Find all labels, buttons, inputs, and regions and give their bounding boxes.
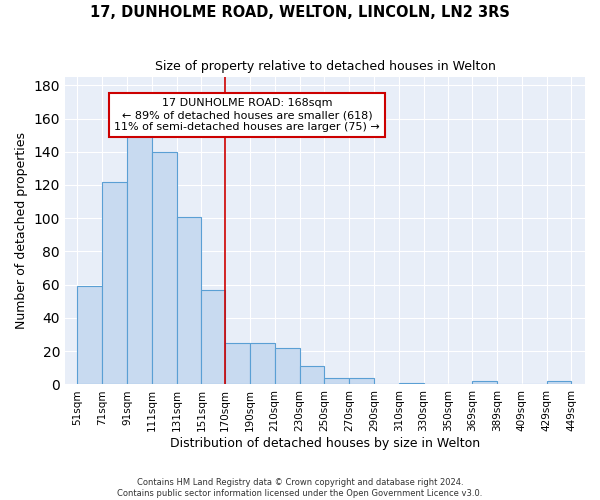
Bar [399,383,424,384]
Bar [250,343,275,384]
Bar [349,378,374,384]
Bar [77,286,102,384]
Bar [202,290,225,384]
Text: 17, DUNHOLME ROAD, WELTON, LINCOLN, LN2 3RS: 17, DUNHOLME ROAD, WELTON, LINCOLN, LN2 … [90,5,510,20]
Y-axis label: Number of detached properties: Number of detached properties [15,132,28,329]
Bar [176,216,202,384]
Text: Contains HM Land Registry data © Crown copyright and database right 2024.
Contai: Contains HM Land Registry data © Crown c… [118,478,482,498]
Bar [152,152,176,384]
Bar [275,348,299,385]
Bar [547,381,571,384]
Bar [127,135,152,384]
Bar [325,378,349,384]
Bar [102,182,127,384]
Bar [472,381,497,384]
Bar [299,366,325,384]
Text: 17 DUNHOLME ROAD: 168sqm
← 89% of detached houses are smaller (618)
11% of semi-: 17 DUNHOLME ROAD: 168sqm ← 89% of detach… [114,98,380,132]
Title: Size of property relative to detached houses in Welton: Size of property relative to detached ho… [155,60,496,73]
X-axis label: Distribution of detached houses by size in Welton: Distribution of detached houses by size … [170,437,480,450]
Bar [225,343,250,384]
